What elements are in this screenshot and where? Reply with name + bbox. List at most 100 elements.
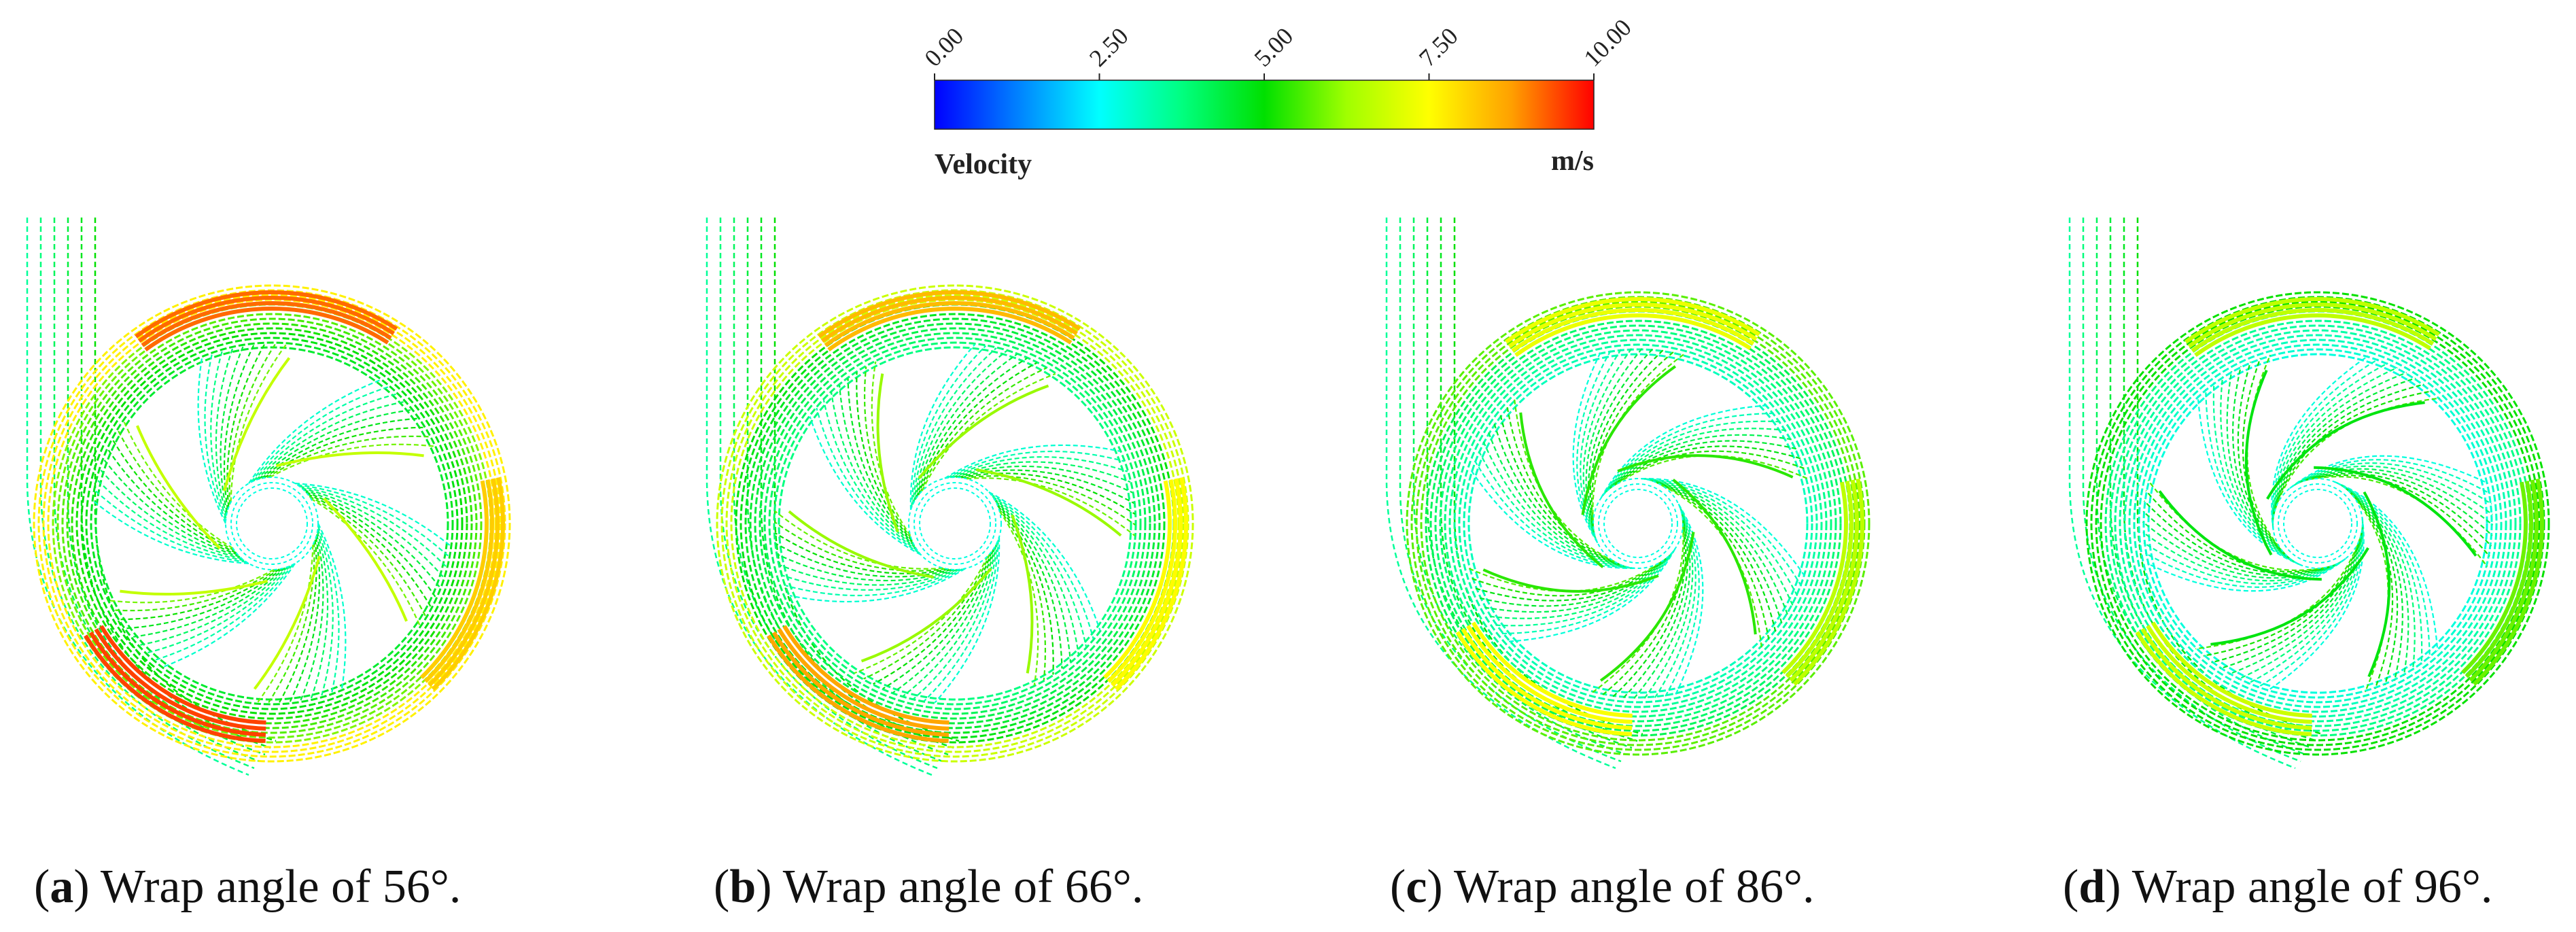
impeller-streamline (269, 443, 435, 479)
blade-edge-streamline (2158, 490, 2322, 581)
impeller-streamline (777, 553, 955, 582)
inlet-streamline (80, 218, 271, 749)
high-velocity-arc (144, 307, 389, 351)
high-velocity-arc (99, 625, 266, 725)
impeller-streamline (1614, 450, 1805, 486)
impeller-streamline (2271, 355, 2369, 530)
impeller-streamline (2203, 535, 2362, 657)
high-velocity-arc (827, 307, 1073, 351)
impeller-streamline (2272, 366, 2398, 522)
high-velocity-arc (2187, 303, 2437, 349)
colorbar-tick-label: 7.50 (1414, 22, 1463, 72)
impeller-streamline (847, 378, 914, 545)
volute-streamline (71, 322, 473, 725)
impeller-streamline (2197, 396, 2302, 566)
hub-streamline (913, 482, 996, 565)
colorbar-tick-label: 10.00 (1578, 14, 1637, 72)
volute-streamline (2119, 324, 2517, 723)
impeller-streamline (967, 477, 1136, 536)
impeller-streamline (990, 493, 1094, 640)
inlet-streamline (26, 218, 249, 776)
high-velocity-arc (137, 296, 395, 343)
volute-streamline (1448, 334, 1828, 713)
impeller-streamline (911, 347, 997, 505)
impeller-streamline (2272, 377, 2416, 517)
impeller-streamline (909, 343, 976, 510)
impeller-streamline (1607, 434, 1792, 491)
impeller-streamline (1474, 460, 1633, 569)
impeller-streamline (1475, 559, 1665, 602)
impeller-streamline (303, 489, 441, 589)
impeller-streamline (944, 444, 1121, 479)
high-velocity-arc (420, 480, 489, 679)
impeller-streamline (99, 468, 243, 559)
impeller-streamline (1489, 554, 1671, 619)
impeller-streamline (1600, 404, 1768, 499)
volute-streamline (754, 322, 1156, 725)
hub-streamline (1598, 483, 1678, 564)
impeller-streamline (299, 485, 448, 568)
impeller-streamline (2333, 481, 2439, 651)
volute-streamline (749, 317, 1161, 729)
caption-d-text: Wrap angle of 96°. (2131, 861, 2493, 913)
impeller-streamline (1643, 511, 1694, 699)
volute-streamline (85, 336, 459, 710)
impeller-streamline (782, 568, 960, 591)
impeller-streamline (918, 362, 1037, 496)
impeller-streamline (2142, 521, 2337, 579)
impeller-streamline (301, 487, 445, 579)
impeller-streamline (1654, 508, 1696, 698)
impeller-streamline (775, 542, 952, 578)
volute-streamline (2133, 339, 2503, 708)
impeller-streamline (310, 498, 421, 627)
impeller-streamline (2238, 525, 2364, 680)
volute-streamline (2138, 343, 2498, 704)
impeller-streamline (204, 353, 227, 521)
impeller-streamline (230, 343, 288, 502)
hub-streamline (225, 477, 319, 570)
volute-streamline (1444, 329, 1832, 718)
volute-streamline (2100, 305, 2536, 742)
impeller-streamline (223, 343, 256, 511)
high-velocity-arc (2185, 297, 2440, 344)
impeller-streamline (2147, 479, 2327, 571)
impeller-streamline (903, 545, 997, 697)
impeller-streamline (1602, 522, 1686, 695)
impeller-streamline (779, 564, 958, 586)
impeller-streamline (998, 511, 1039, 686)
impeller-streamline (248, 379, 381, 484)
impeller-streamline (226, 343, 266, 508)
impeller-streamline (2142, 511, 2335, 576)
impeller-streamline (2195, 538, 2361, 650)
impeller-streamline (2237, 362, 2288, 557)
impeller-streamline (96, 479, 245, 562)
high-velocity-arc (84, 634, 266, 743)
impeller-streamline (1654, 481, 1783, 624)
impeller-streamline (919, 367, 1047, 494)
volute-streamline (2095, 300, 2541, 746)
inlet-streamline (1385, 218, 1616, 770)
impeller-streamline (1589, 349, 1664, 528)
colorbar: 0.00 2.50 5.00 7.50 10.00 Velocity m/s (919, 14, 1637, 180)
impeller-streamline (1656, 482, 1777, 632)
impeller-streamline (256, 545, 314, 704)
impeller-streamline (294, 483, 451, 547)
impeller-streamline (309, 496, 427, 618)
impeller-streamline (1472, 561, 1663, 597)
impeller-streamline (2345, 487, 2403, 681)
caption-b-letter: b (729, 861, 756, 913)
impeller-streamline (2303, 472, 2492, 547)
high-velocity-arc (1103, 480, 1172, 679)
volute-streamline (778, 346, 1132, 701)
hub-streamline (2283, 489, 2352, 558)
impeller-streamline (785, 568, 963, 597)
impeller-streamline (955, 465, 1133, 494)
impeller-streamline (2143, 500, 2332, 574)
impeller-streamline (774, 521, 946, 572)
volute-streamline (1467, 353, 1809, 694)
impeller-streamline (256, 400, 405, 481)
impeller-streamline (2291, 459, 2491, 495)
volute-streamline (33, 284, 511, 763)
impeller-streamline (261, 417, 419, 479)
